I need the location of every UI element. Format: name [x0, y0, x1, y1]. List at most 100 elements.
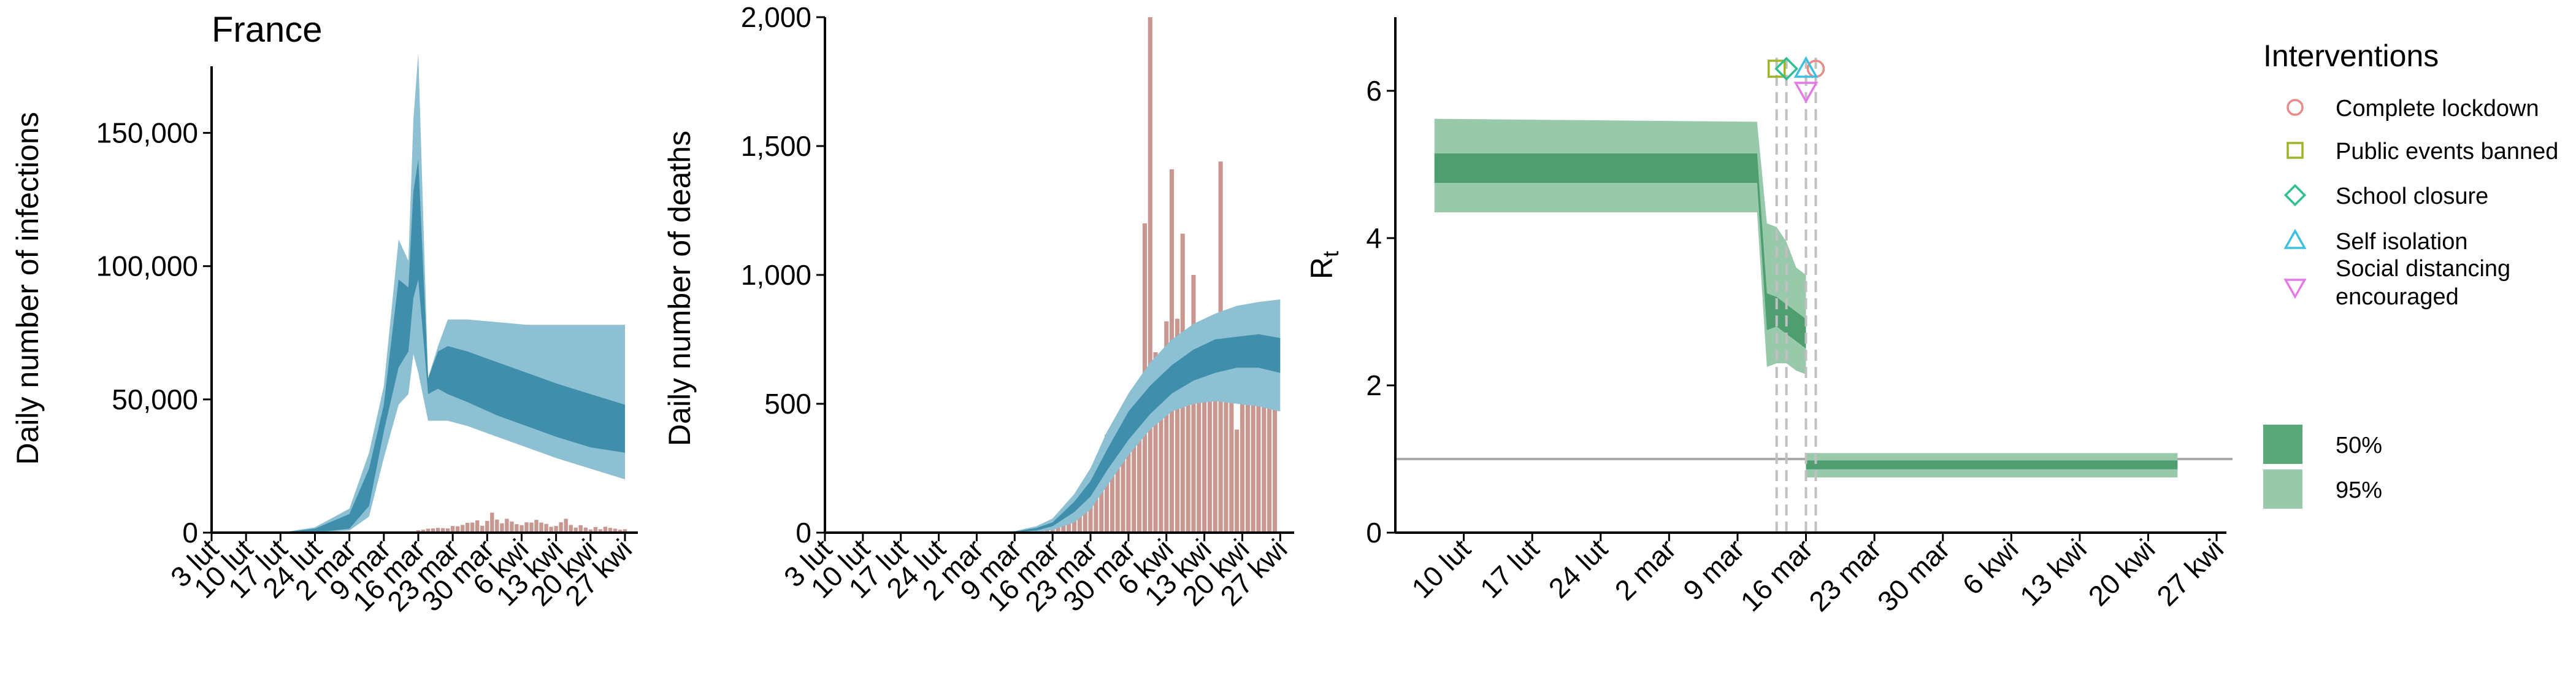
legend-ci-item: 50%: [2263, 425, 2382, 464]
y-axis-title: Daily number of infections: [10, 112, 45, 465]
bar: [549, 527, 553, 533]
bar: [510, 521, 514, 533]
bar: [426, 528, 431, 533]
bar: [450, 526, 455, 533]
bar: [500, 523, 504, 533]
bar: [593, 527, 597, 533]
bar: [440, 528, 445, 533]
bar: [1197, 388, 1202, 533]
bar: [505, 519, 509, 533]
bar: [466, 522, 470, 533]
ci-50-band: [976, 334, 1281, 533]
legend-marker: [2287, 142, 2304, 159]
bar: [1153, 352, 1158, 533]
bar: [618, 530, 623, 533]
y-tick-label: 1,500: [741, 130, 811, 162]
bar: [559, 522, 563, 533]
bar: [1256, 398, 1261, 533]
bar: [1207, 334, 1212, 533]
bar: [1245, 355, 1250, 533]
y-tick-label: 150,000: [96, 117, 198, 149]
y-axis-title-subscript: t: [1318, 251, 1343, 257]
legend-item: Public events banned: [2287, 139, 2558, 164]
bar: [598, 529, 602, 533]
legend-label: Self isolation: [2336, 229, 2467, 255]
x-tick-label: 17 lut: [1474, 533, 1545, 604]
y-tick-label: 2,000: [741, 1, 811, 33]
y-axis-title: Daily number of deaths: [662, 131, 697, 446]
x-tick-label: 24 lut: [1543, 533, 1614, 604]
bar: [1083, 496, 1087, 533]
y-axis-title: Rt: [1305, 251, 1343, 279]
bar: [1229, 368, 1234, 533]
ci-95-band: [1434, 118, 2178, 478]
legend-swatch: [2263, 469, 2302, 509]
interventions-legend: Interventions Complete lockdown Public ev…: [2263, 39, 2558, 509]
x-tick-label: 23 mar: [1803, 533, 1887, 617]
legend-label: Social distancing: [2336, 256, 2510, 282]
bar: [485, 520, 489, 533]
legend-title: Interventions: [2263, 39, 2439, 73]
bar: [1148, 17, 1152, 533]
legend-marker: [2283, 279, 2307, 299]
y-tick-label: 1,000: [741, 259, 811, 291]
bar: [461, 525, 465, 533]
bar: [1262, 393, 1267, 533]
bar: [421, 530, 426, 533]
bar: [1159, 398, 1163, 533]
infections-panel: France Daily number of infections 0 50,00…: [10, 10, 638, 617]
bar: [435, 528, 440, 533]
bar: [480, 525, 485, 533]
y-axis-title-main: R: [1305, 257, 1339, 279]
bar: [1224, 334, 1229, 533]
legend-label: 95%: [2336, 477, 2382, 503]
x-tick-label: 13 kwi: [2014, 533, 2093, 612]
legend-marker: [2283, 183, 2307, 207]
bar: [554, 526, 558, 533]
bar: [1273, 398, 1278, 533]
bar: [1202, 383, 1207, 533]
bar: [569, 525, 573, 533]
legend-item: Self isolation: [2283, 228, 2467, 255]
bar: [1110, 455, 1114, 533]
bar: [1121, 455, 1125, 533]
legend-label: Complete lockdown: [2336, 96, 2539, 122]
y-tick-label: 500: [764, 388, 811, 420]
x-tick-label: 10 lut: [1405, 533, 1476, 604]
bar: [515, 524, 519, 533]
bar: [1186, 370, 1190, 533]
bar: [544, 523, 548, 533]
bar: [1175, 318, 1179, 533]
bar: [431, 528, 435, 533]
bar: [1240, 391, 1244, 533]
bar: [445, 528, 450, 533]
bar: [524, 522, 529, 533]
bar: [1235, 430, 1240, 533]
x-tick-label: 2 mar: [1609, 533, 1682, 606]
legend-ci-item: 95%: [2263, 469, 2382, 509]
bar: [519, 525, 524, 533]
bar: [1251, 383, 1255, 533]
legend-swatch: [2263, 425, 2302, 464]
intervention-marker: [1793, 56, 1819, 78]
x-tick-label: 20 kwi: [2082, 533, 2161, 612]
bar: [475, 520, 480, 533]
bar: [1077, 504, 1082, 533]
x-tick-label: 16 mar: [1735, 533, 1819, 617]
bar: [1137, 388, 1142, 533]
legend-marker: [2283, 228, 2307, 249]
bar: [583, 527, 588, 533]
y-tick-label: 6: [1366, 75, 1382, 107]
bar: [1213, 352, 1217, 533]
legend-label: 50%: [2336, 433, 2382, 458]
bar: [529, 522, 534, 533]
bar: [1191, 275, 1196, 533]
bar: [1126, 424, 1131, 533]
bar: [495, 519, 499, 533]
bar: [490, 512, 494, 533]
bar: [578, 525, 583, 533]
bar: [470, 522, 475, 533]
intervention-marker: [1774, 56, 1799, 81]
